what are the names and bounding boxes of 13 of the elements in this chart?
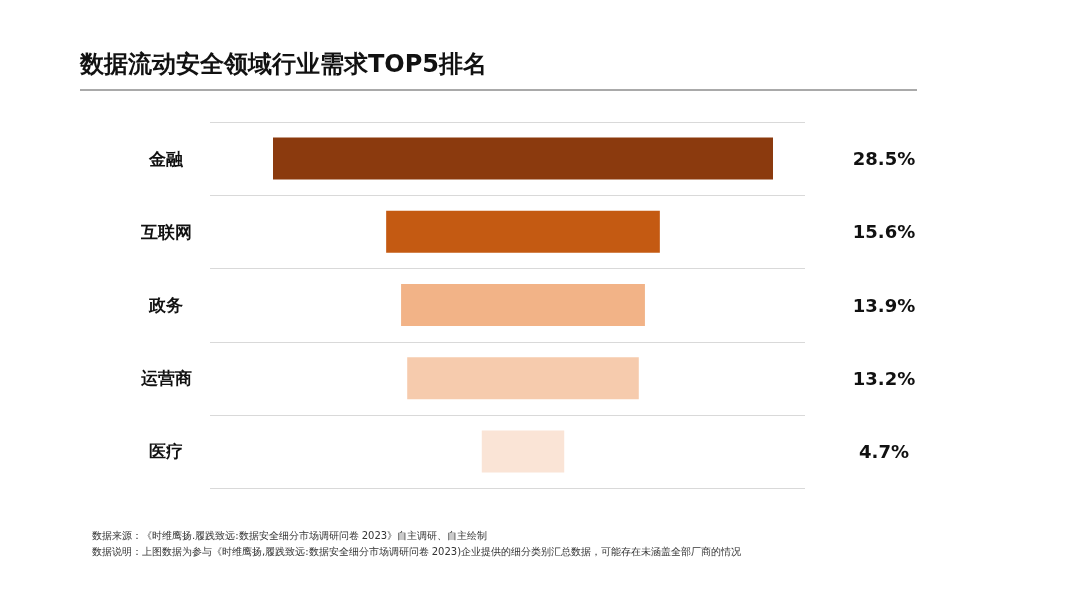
data-label: 13.9% [852,294,916,316]
category-label: 互联网 [139,221,192,242]
source-note: 数据来源：《时维鹰扬.履践致远:数据安全细分市场调研问卷 2023》自主调研、自主绘制 [92,529,488,541]
category-label: 运营商 [139,368,192,389]
data-label: 15.6% [852,221,916,243]
category-label: 政务 [148,295,183,315]
text: 数据流动安全领域行业需求TOP5排名 [79,50,488,78]
category-label: 医疗 [149,441,183,462]
data-label: 13.2% [852,367,916,389]
data-label: 28.5% [852,148,916,170]
text: 数据说明：上图数据为参与《时维鹰扬,履践致远:数据安全细分市场调研问卷 2023)企业提供的细分类别汇总数据，可能存在未涵盖全部厂商的情况 [92,545,742,557]
data-label: 4.7% [859,440,909,462]
category-label: 金融 [148,148,184,169]
